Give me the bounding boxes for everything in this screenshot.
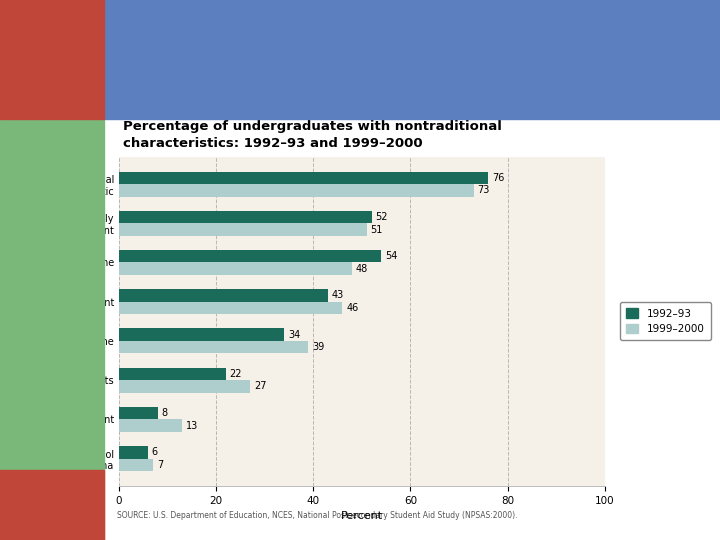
- Text: 43: 43: [332, 291, 344, 300]
- Text: 46: 46: [346, 303, 359, 313]
- Ellipse shape: [13, 13, 91, 106]
- Bar: [119, 262, 352, 275]
- X-axis label: Percent: Percent: [341, 511, 383, 521]
- Text: 39: 39: [312, 342, 325, 352]
- Bar: [119, 223, 366, 236]
- Text: 7: 7: [157, 460, 163, 470]
- Text: 51: 51: [371, 225, 383, 234]
- Text: 54: 54: [385, 251, 397, 261]
- Bar: [119, 211, 372, 223]
- Bar: [119, 407, 158, 420]
- Bar: [119, 420, 182, 432]
- Bar: [119, 341, 308, 354]
- Text: 34: 34: [288, 329, 300, 340]
- Text: 48: 48: [356, 264, 368, 274]
- Bar: [119, 250, 382, 262]
- Text: 6: 6: [152, 447, 158, 457]
- Bar: [119, 328, 284, 341]
- Text: 73: 73: [477, 185, 490, 195]
- Bar: [119, 368, 225, 380]
- Text: SOURCE: U.S. Department of Education, NCES, National Postsecondary Student Aid S: SOURCE: U.S. Department of Education, NC…: [117, 511, 517, 520]
- Text: ★: ★: [47, 488, 58, 501]
- Text: 76: 76: [492, 173, 505, 183]
- Bar: [119, 289, 328, 302]
- Text: Nontraditional Students: Nontraditional Students: [223, 45, 601, 73]
- Text: 22: 22: [230, 369, 242, 379]
- Bar: [119, 458, 153, 471]
- Text: 52: 52: [375, 212, 388, 222]
- Text: ACCESS: ACCESS: [28, 515, 76, 525]
- Bar: [119, 380, 250, 393]
- Bar: [119, 446, 148, 458]
- Text: Percentage of undergraduates with nontraditional
characteristics: 1992–93 and 19: Percentage of undergraduates with nontra…: [123, 120, 502, 150]
- Legend: 1992–93, 1999–2000: 1992–93, 1999–2000: [620, 302, 711, 340]
- Text: 27: 27: [254, 381, 266, 391]
- Bar: [119, 184, 474, 197]
- Bar: [119, 172, 488, 184]
- Bar: [119, 302, 343, 314]
- Text: 13: 13: [186, 421, 198, 430]
- Text: 8: 8: [161, 408, 168, 418]
